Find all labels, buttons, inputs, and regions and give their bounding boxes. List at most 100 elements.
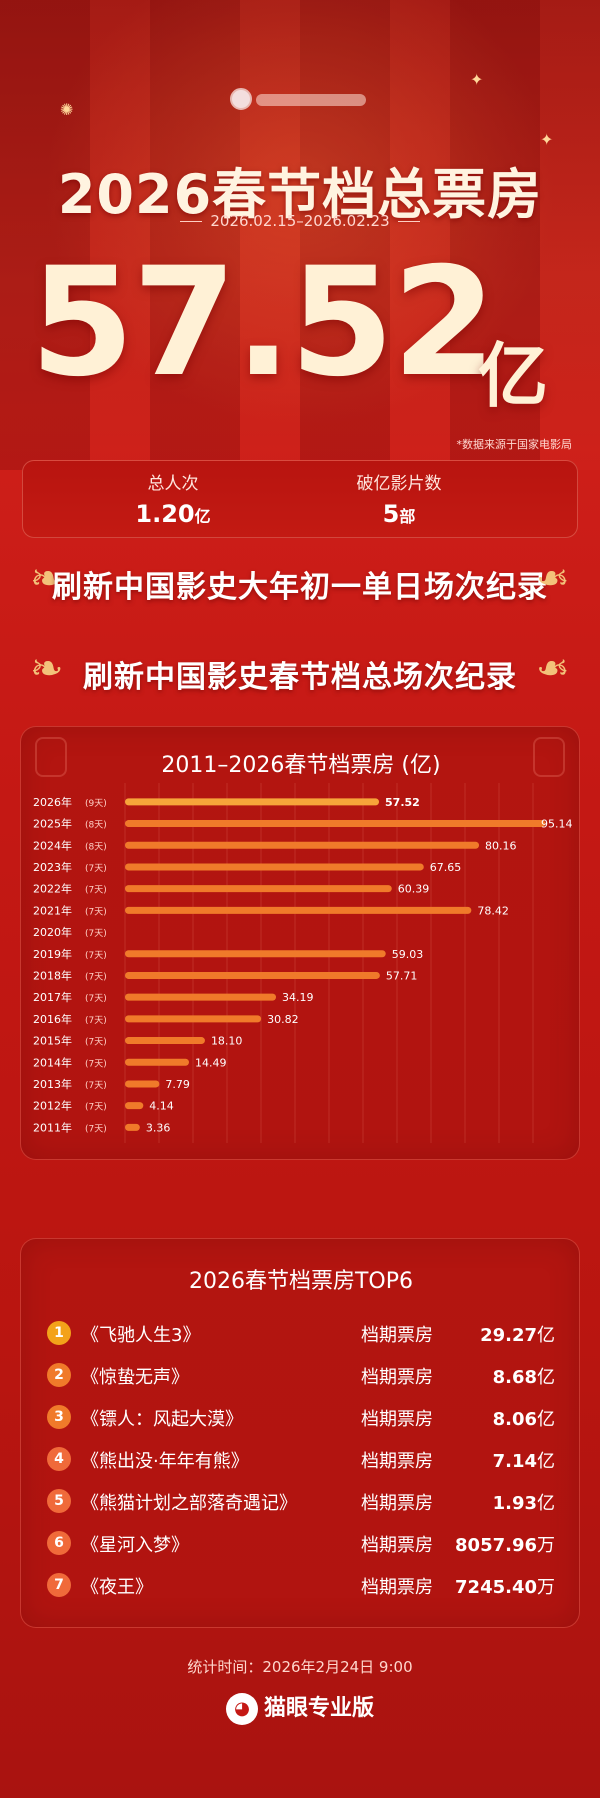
bar	[125, 798, 380, 806]
period-label: 档期票房	[361, 1409, 433, 1430]
bar	[125, 820, 546, 828]
category-label: 2017年	[33, 990, 72, 1004]
brand-name: 猫眼专业版	[263, 1696, 374, 1721]
top-list-title: 2026春节档票房TOP6	[188, 1269, 413, 1294]
brand-footer: ◕ 猫眼专业版	[0, 1690, 600, 1725]
value-label: 30.82	[267, 1013, 299, 1026]
list-item: 2 《惊蛰无声》 档期票房 8.68亿	[21, 1357, 581, 1397]
record-1: 刷新中国影史大年初一单日场次纪录	[52, 570, 548, 605]
bar	[125, 950, 386, 958]
category-label: 2011年	[33, 1120, 72, 1134]
stat-admissions: 总人次 1.20亿	[135, 474, 211, 528]
gross-value: 29.27亿	[480, 1325, 555, 1346]
day-note-label: (7天)	[85, 907, 107, 917]
day-note-label: (7天)	[85, 1016, 107, 1026]
day-note-label: (7天)	[85, 1038, 107, 1048]
movie-title: 《惊蛰无声》	[81, 1367, 189, 1388]
rank-badge: 3	[47, 1405, 71, 1429]
bar	[125, 863, 424, 871]
sparkle-icon: ✦	[470, 70, 484, 89]
movie-title: 《熊猫计划之部落奇遇记》	[81, 1493, 297, 1514]
period-label: 档期票房	[361, 1577, 433, 1598]
bar	[125, 1080, 160, 1088]
category-label: 2020年	[33, 925, 72, 939]
value-label: 3.36	[146, 1121, 171, 1134]
value-label: 4.14	[149, 1100, 174, 1113]
brand-logo-icon	[230, 88, 252, 110]
stat-blockbusters: 破亿影片数 5部	[356, 474, 442, 528]
total-gross-unit: 亿	[478, 335, 548, 417]
category-label: 2014年	[33, 1055, 72, 1069]
chart-card: 2011–2026春节档票房 (亿) 2026年 (9天) 57.52 2025年 (8…	[20, 726, 580, 1160]
gross-value: 7245.40万	[455, 1577, 555, 1598]
source-note: *数据来源于国家电影局	[456, 438, 573, 451]
category-label: 2026年	[33, 795, 72, 809]
list-item: 6 《星河入梦》 档期票房 8057.96万	[21, 1525, 581, 1565]
bar	[125, 1058, 189, 1066]
laurel-right-icon: ❧	[536, 646, 570, 692]
list-item: 4 《熊出没·年年有熊》 档期票房 7.14亿	[21, 1441, 581, 1481]
category-label: 2018年	[33, 968, 72, 982]
category-label: 2021年	[33, 903, 72, 917]
value-label: 14.49	[195, 1056, 227, 1069]
day-note-label: (7天)	[85, 994, 107, 1004]
chart-title: 2011–2026春节档票房 (亿)	[161, 753, 441, 778]
day-note-label: (7天)	[85, 929, 107, 939]
page-title: 2026春节档总票房	[57, 163, 543, 226]
bar	[125, 971, 380, 979]
laurel-left-icon: ❧	[30, 556, 64, 602]
category-label: 2025年	[33, 817, 72, 831]
bar	[125, 1102, 144, 1110]
lantern-icon	[533, 737, 565, 777]
bar-chart: 2026年 (9天) 57.52 2025年 (8天) 95.14 2024年 (8天) 80.…	[33, 783, 573, 1143]
day-note-label: (7天)	[85, 951, 107, 961]
total-gross-number: 57.52	[30, 236, 496, 410]
bar	[125, 885, 392, 893]
stats-panel: 总人次 1.20亿 破亿影片数 5部	[22, 460, 578, 538]
rank-badge: 4	[47, 1447, 71, 1471]
day-note-label: (7天)	[85, 886, 107, 896]
value-label: 60.39	[398, 883, 430, 896]
rank-badge: 6	[47, 1531, 71, 1555]
cat-face-icon: ◕	[225, 1693, 258, 1725]
day-note-label: (9天)	[85, 799, 107, 809]
list-item: 1 《飞驰人生3》 档期票房 29.27亿	[21, 1315, 581, 1355]
value-label: 34.19	[282, 991, 314, 1004]
rank-badge: 2	[47, 1363, 71, 1387]
rank-badge: 7	[47, 1573, 71, 1597]
day-note-label: (8天)	[85, 842, 107, 852]
day-note-label: (7天)	[85, 1124, 107, 1134]
value-label: 57.52	[385, 796, 420, 809]
bar	[125, 906, 472, 914]
value-label: 78.42	[477, 904, 509, 917]
lantern-icon	[35, 737, 67, 777]
movie-title: 《星河入梦》	[81, 1535, 189, 1556]
day-note-label: (7天)	[85, 1103, 107, 1113]
value-label: 7.79	[165, 1078, 190, 1091]
category-label: 2019年	[33, 947, 72, 961]
category-label: 2022年	[33, 882, 72, 896]
top-list-card: 2026春节档票房TOP6 1 《飞驰人生3》 档期票房 29.27亿 2 《惊蛰无声》档…	[20, 1238, 580, 1628]
gross-value: 1.93亿	[492, 1493, 555, 1514]
list-item: 7 《夜王》 档期票房 7245.40万	[21, 1567, 581, 1607]
day-note-label: (7天)	[85, 864, 107, 874]
rank-badge: 1	[47, 1321, 71, 1345]
rank-badge: 5	[47, 1489, 71, 1513]
date-range: 2026.02.15–2026.02.23	[0, 212, 600, 230]
period-label: 档期票房	[361, 1493, 433, 1514]
value-label: 80.16	[485, 839, 517, 852]
category-label: 2023年	[33, 860, 72, 874]
category-label: 2013年	[33, 1077, 72, 1091]
day-note-label: (7天)	[85, 972, 107, 982]
category-label: 2015年	[33, 1034, 72, 1048]
record-2: 刷新中国影史春节档总场次纪录	[83, 660, 517, 695]
day-note-label: (7天)	[85, 1059, 107, 1069]
bar	[125, 841, 480, 849]
category-label: 2016年	[33, 1012, 72, 1026]
value-label: 18.10	[211, 1035, 243, 1048]
laurel-right-icon: ❧	[536, 556, 570, 602]
category-label: 2012年	[33, 1099, 72, 1113]
value-label: 57.71	[386, 969, 418, 982]
period-label: 档期票房	[361, 1451, 433, 1472]
category-label: 2024年	[33, 838, 72, 852]
